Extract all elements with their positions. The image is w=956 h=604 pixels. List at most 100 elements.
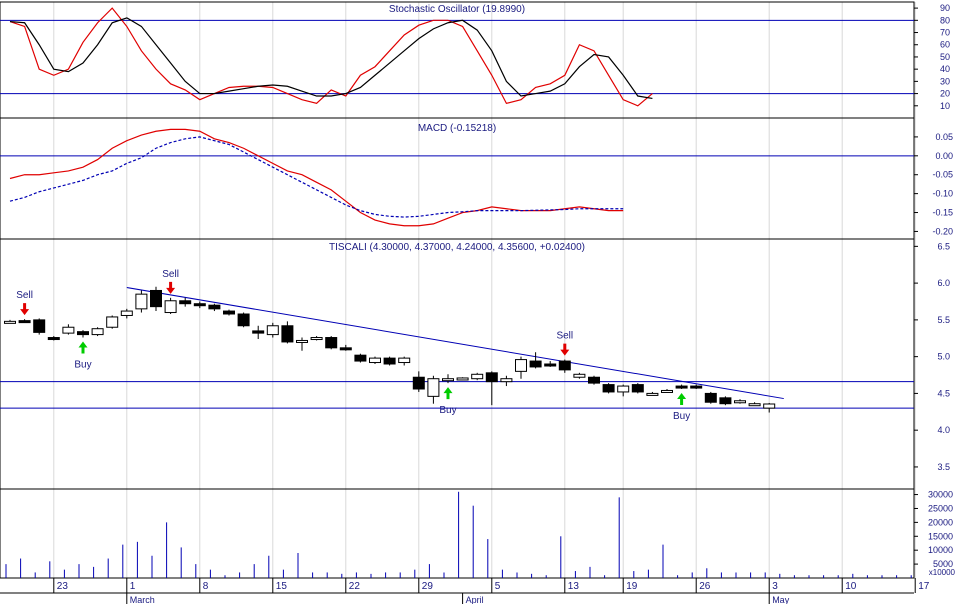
stochastic-y-tick-label: 40 (940, 64, 950, 74)
x-axis-day-label: 1 (130, 581, 136, 592)
candle-body (296, 339, 308, 343)
candle-body (62, 326, 75, 334)
candle-body (208, 304, 221, 310)
stochastic-y-tick-label: 60 (940, 40, 950, 50)
buy-signal-label: Buy (439, 405, 456, 416)
stochastic-series-line (9, 17, 653, 100)
candle-body (529, 360, 542, 368)
price-panel: Sell Buy Sell Buy Sell Buy 6.5 6.0 5.5 5.0 4.5 4.0 3… (0, 238, 950, 490)
buy-signal-label: Buy (74, 360, 91, 371)
x-axis-month-label: April (466, 595, 484, 604)
volume-unit-label: x10000 (929, 568, 956, 577)
candle-body (427, 378, 440, 397)
macd-y-tick-label: -0.05 (932, 170, 953, 180)
price-y-tick-label: 5.0 (937, 352, 950, 362)
x-axis-day-label: 5 (495, 581, 501, 592)
x-axis-day-label: 22 (349, 581, 361, 592)
stochastic-y-tick-label: 30 (940, 76, 950, 86)
volume-y-tick-label: 30000 (928, 490, 953, 500)
candle-body (252, 330, 265, 334)
stochastic-y-tick-label: 50 (940, 52, 950, 62)
candle-body (515, 359, 527, 372)
stochastic-series-line (9, 7, 653, 107)
macd-signal-line (9, 136, 624, 218)
candle-body (150, 289, 162, 308)
volume-y-tick-label: 10000 (928, 545, 953, 555)
candle-body (734, 400, 746, 404)
candle-body (646, 392, 659, 396)
stochastic-y-tick-label: 20 (940, 89, 950, 99)
volume-panel: 30000 25000 20000 15000 10000 5000 x10000 (0, 488, 956, 579)
candle-body (237, 313, 250, 327)
candle-body (500, 378, 513, 383)
price-title: TISCALI (4.30000, 4.37000, 4.24000, 4.35… (329, 242, 585, 253)
x-axis-day-label: 13 (568, 581, 580, 592)
price-y-tick-label: 3.5 (937, 462, 950, 472)
volume-y-tick-label: 20000 (928, 517, 953, 527)
candle-body (120, 310, 133, 316)
candle-body (617, 385, 630, 393)
price-y-tick-label: 4.5 (937, 388, 950, 398)
candle-body (602, 384, 615, 393)
macd-y-tick-label: -0.20 (932, 226, 953, 236)
x-axis-day-label: 17 (918, 581, 930, 592)
candle-body (412, 376, 425, 390)
macd-y-tick-label: -0.15 (932, 208, 953, 218)
sell-arrow-icon (560, 343, 570, 356)
candle-body (471, 373, 484, 380)
candle-body (690, 385, 703, 389)
volume-y-tick-label: 15000 (928, 531, 953, 541)
candle-body (310, 337, 323, 341)
sell-signal-label: Sell (16, 290, 33, 301)
x-axis-day-label: 26 (699, 581, 711, 592)
stochastic-y-tick-label: 80 (940, 15, 950, 25)
sell-arrow-icon (166, 281, 176, 294)
candle-body (135, 293, 148, 310)
candle-body (281, 325, 294, 343)
volume-y-tick-label: 5000 (933, 559, 953, 569)
candle-body (573, 373, 586, 378)
candle-body (675, 385, 688, 389)
candle-body (748, 403, 761, 407)
macd-title: MACD (-0.15218) (418, 123, 496, 134)
stochastic-y-tick-label: 90 (940, 3, 950, 13)
stochastic-plot: 10 20 30 40 50 60 70 80 90 (0, 3, 950, 111)
candle-body (354, 354, 367, 362)
x-axis-day-label: 8 (203, 581, 209, 592)
candle-body (47, 337, 60, 341)
candle-body (193, 303, 206, 307)
candle-body (485, 372, 498, 383)
candle-body (383, 357, 396, 365)
buy-signal-label: Buy (673, 411, 690, 422)
macd-panel: 0.05 0.00 -0.05 -0.10 -0.15 -0.20 MACD (-0.15… (0, 117, 953, 240)
candle-body (588, 376, 600, 384)
candle-body (106, 316, 119, 328)
x-axis-day-label: 10 (845, 581, 857, 592)
x-axis-month-label: March (130, 595, 155, 604)
x-axis-day-label: 15 (276, 581, 288, 592)
price-plot: Sell Buy Sell Buy Sell Buy 6.5 6.0 5.5 5.0 4.5 4.0 3… (0, 241, 950, 472)
candle-body (77, 331, 89, 336)
candle-body (661, 389, 673, 393)
candle-body (558, 360, 571, 371)
volume-frame (0, 488, 915, 579)
sell-signal-label: Sell (162, 269, 179, 280)
macd-plot: 0.05 0.00 -0.05 -0.10 -0.15 -0.20 (0, 128, 953, 236)
candle-body (339, 347, 352, 351)
price-y-tick-label: 6.0 (937, 278, 950, 288)
x-axis-day-label: 3 (772, 581, 778, 592)
price-y-tick-label: 4.0 (937, 425, 950, 435)
volume-plot: 30000 25000 20000 15000 10000 5000 (5, 490, 953, 578)
price-trendline (126, 287, 784, 400)
candle-body (223, 310, 235, 315)
candle-body (369, 357, 381, 364)
sell-signal-label: Sell (556, 331, 573, 342)
candle-body (631, 384, 644, 393)
candle-body (719, 397, 732, 405)
x-axis: 23 1 8 15 22 29 5 13 19 26 3 10 17 March April May (0, 578, 930, 604)
stochastic-panel: 10 20 30 40 50 60 70 80 90 Stochastic Oscillator… (0, 1, 950, 119)
x-axis-day-label: 19 (626, 581, 638, 592)
macd-y-tick-label: 0.00 (935, 151, 953, 161)
macd-y-tick-label: -0.10 (932, 189, 953, 199)
buy-arrow-icon (78, 341, 88, 354)
